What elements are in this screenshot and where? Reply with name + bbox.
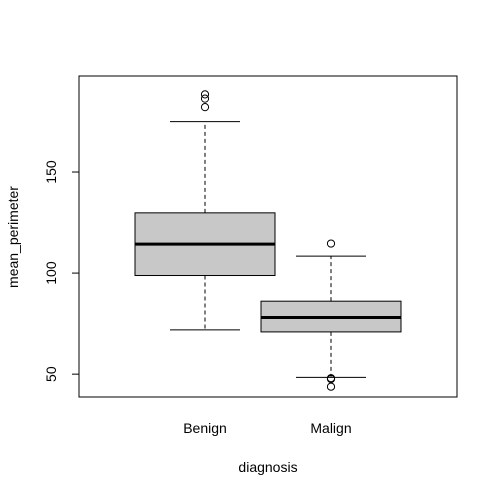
y-axis: 50 100 150 <box>43 160 80 382</box>
chart-marks <box>134 90 402 391</box>
x-axis-title: diagnosis <box>238 459 297 475</box>
y-tick-label: 150 <box>43 160 59 184</box>
x-tick-label: Benign <box>183 420 227 436</box>
outlier-point <box>200 94 210 103</box>
y-axis-title: mean_perimeter <box>5 186 21 288</box>
box-group-malign <box>260 239 402 391</box>
outlier-point <box>326 382 336 391</box>
y-tick-label: 50 <box>43 366 59 382</box>
outlier-point <box>200 103 210 112</box>
outlier-point <box>200 90 210 99</box>
x-tick-label: Malign <box>310 420 351 436</box>
outlier-point <box>326 239 336 248</box>
y-tick-label: 100 <box>43 261 59 285</box>
x-axis: Benign Malign <box>183 420 351 436</box>
box-group-benign <box>134 90 276 331</box>
